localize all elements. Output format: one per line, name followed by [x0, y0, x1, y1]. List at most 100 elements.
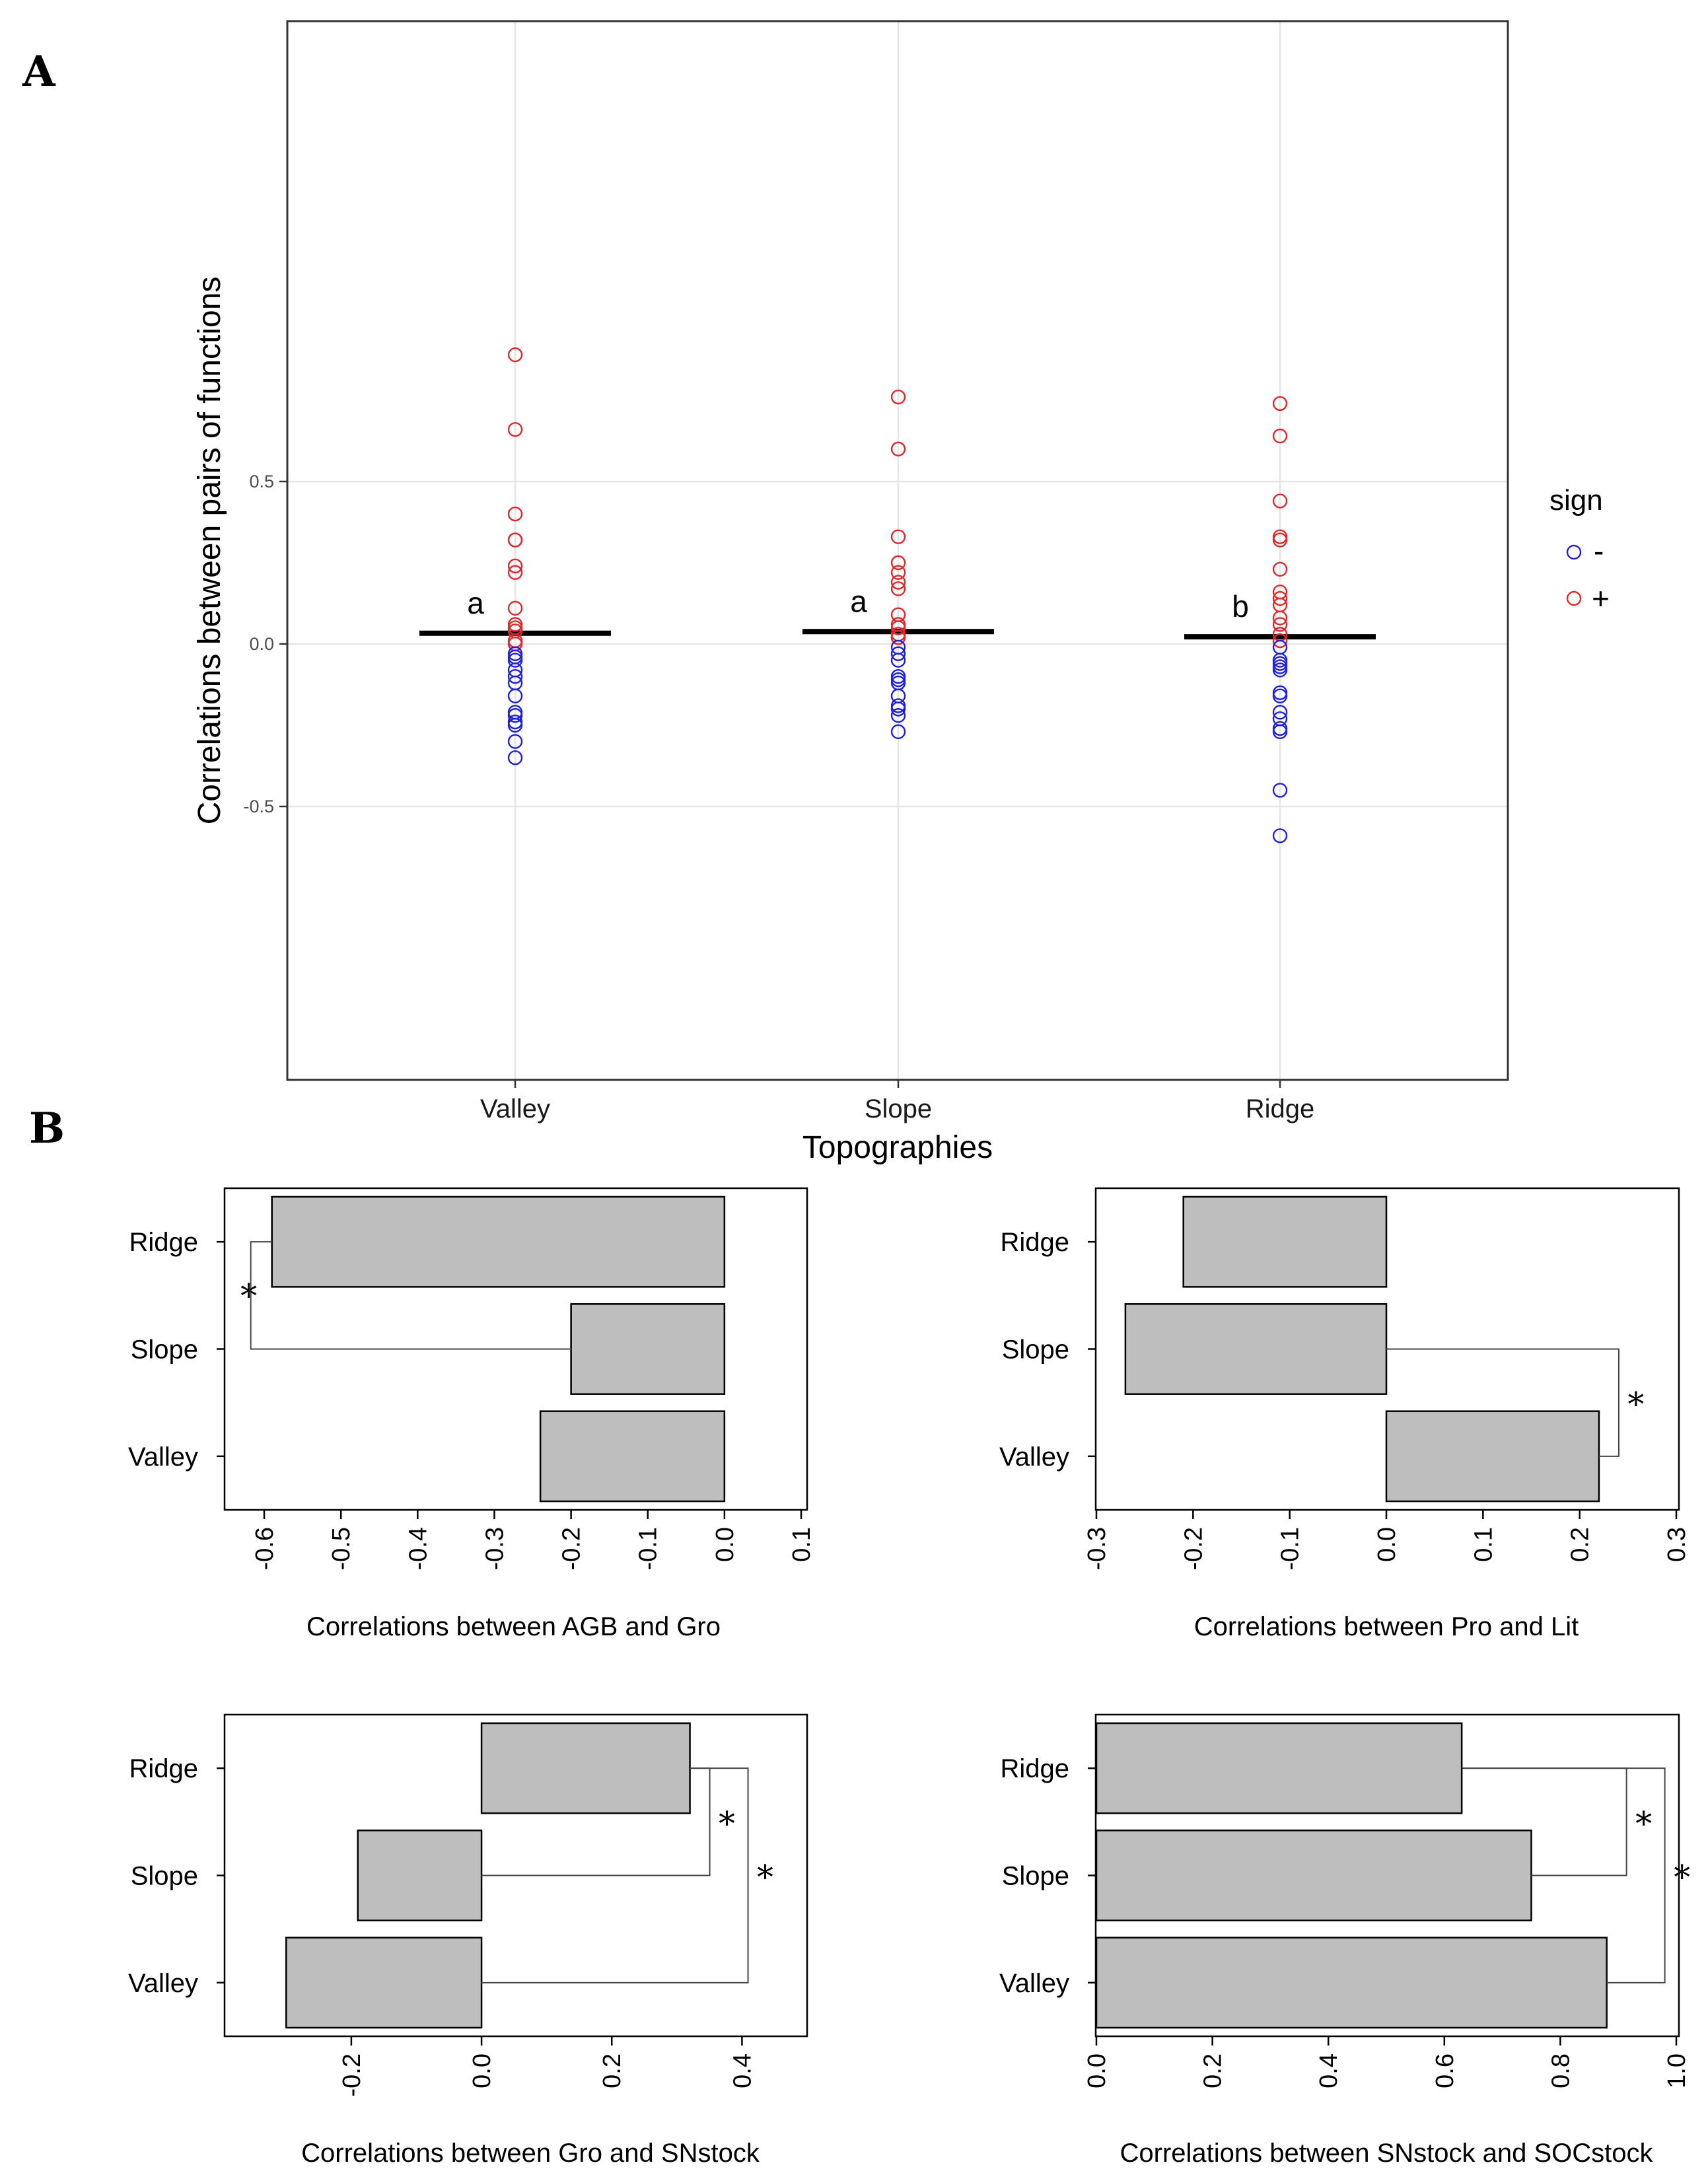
data-point	[507, 717, 523, 733]
data-point	[1272, 610, 1288, 625]
x-tick-label: -0.6	[251, 1527, 279, 1570]
data-point	[890, 581, 906, 596]
category-label: Slope	[131, 1336, 198, 1365]
data-point	[1272, 688, 1288, 703]
data-point	[1272, 783, 1288, 798]
panel-a-y-axis-title: Correlations between pairs of functions	[192, 277, 227, 825]
category-label: Slope	[1002, 1862, 1069, 1891]
panel-label-b: B	[29, 1104, 65, 1153]
x-tick-label: 0.2	[1199, 2053, 1227, 2088]
panel-a-points	[507, 347, 1288, 843]
category-label: Valley	[999, 1969, 1069, 1998]
x-tick-label: 0.0	[468, 2053, 496, 2088]
data-point	[1272, 633, 1288, 649]
data-point	[507, 688, 523, 703]
data-point	[507, 422, 523, 437]
bar	[570, 1303, 726, 1395]
data-point	[890, 620, 906, 635]
panel-b-chart-gro-snstock: Correlations between Gro and SNstock Rid…	[128, 1713, 808, 2168]
panel-label-a: A	[22, 47, 56, 96]
data-point	[890, 565, 906, 580]
data-point	[1272, 828, 1288, 843]
x-tick-label: 0.4	[729, 2053, 756, 2088]
category-label: Valley	[128, 1969, 198, 1998]
x-tick-label: 0.2	[1567, 1527, 1594, 1562]
significance-star: *	[1635, 1804, 1652, 1843]
data-point	[507, 653, 523, 668]
panel-a-gridlines	[287, 21, 1508, 1080]
x-tick-label: 0.4	[1315, 2053, 1343, 2088]
data-point	[1272, 561, 1288, 577]
data-point	[1272, 724, 1288, 740]
x-tick-label: -0.4	[404, 1527, 432, 1570]
x-tick-label: 0.6	[1431, 2053, 1459, 2088]
significance-star: *	[240, 1277, 257, 1315]
x-tick-label: 0.8	[1547, 2053, 1575, 2088]
category-label: Valley	[128, 1443, 198, 1472]
chart-b3-x-axis-title: Correlations between Gro and SNstock	[301, 2139, 760, 2168]
panel-a-axes: -0.5 0.0 0.5 Valley Slope Ridge	[243, 472, 1314, 1123]
chart-b1-x-axis-title: Correlations between AGB and Gro	[306, 1612, 721, 1641]
legend-label-positive: +	[1592, 581, 1610, 616]
x-tick-label: -0.1	[635, 1527, 662, 1570]
panel-a-x-tick-label: Valley	[480, 1094, 550, 1123]
data-point	[1272, 590, 1288, 606]
panel-a-x-axis-title: Topographies	[802, 1130, 993, 1165]
x-tick-label: -0.2	[338, 2053, 366, 2096]
panel-a-scatter: a a b -0.5 0.0 0.5 Valley Slope Ridge Topograph…	[192, 20, 1610, 1165]
category-label: Slope	[1002, 1336, 1069, 1365]
data-point	[890, 555, 906, 571]
bar	[285, 1937, 483, 2029]
bar	[1124, 1303, 1388, 1395]
data-point	[1272, 396, 1288, 411]
panel-a-y-tick-label: -0.5	[243, 797, 274, 816]
panel-b-chart-agb-gro: Correlations between AGB and Gro Ridge Sl…	[128, 1187, 816, 1641]
panel-a-x-tick-label: Ridge	[1246, 1094, 1315, 1123]
data-point	[1272, 532, 1288, 548]
x-tick-label: 1.0	[1663, 2053, 1691, 2088]
data-point	[890, 629, 906, 645]
category-label: Slope	[131, 1862, 198, 1891]
data-point	[1272, 617, 1288, 632]
x-tick-label: -0.2	[558, 1527, 586, 1570]
category-label: Ridge	[129, 1228, 198, 1257]
legend-marker-positive	[1566, 590, 1582, 606]
panel-a-y-tick-label: 0.0	[249, 634, 274, 654]
data-point	[890, 701, 906, 717]
bar	[1095, 1722, 1463, 1814]
bar	[480, 1722, 691, 1814]
x-tick-label: 0.2	[598, 2053, 626, 2088]
x-tick-label: -0.1	[1277, 1527, 1304, 1570]
significance-star: *	[1674, 1859, 1690, 1897]
bar	[539, 1410, 726, 1503]
data-point	[507, 507, 523, 522]
significance-star: *	[719, 1804, 735, 1843]
significance-bracket	[250, 1241, 571, 1350]
x-tick-label: -0.3	[481, 1527, 509, 1570]
bar	[1095, 1830, 1532, 1921]
chart-b2-x-axis-title: Correlations between Pro and Lit	[1194, 1612, 1579, 1641]
data-point	[890, 708, 906, 723]
data-point	[1272, 493, 1288, 509]
data-point	[507, 600, 523, 616]
x-tick-label: 0.1	[788, 1527, 816, 1562]
data-point	[507, 750, 523, 766]
significance-star: *	[1627, 1386, 1644, 1424]
data-point	[507, 347, 523, 363]
data-point	[890, 724, 906, 740]
panel-a-y-tick-label: 0.5	[249, 472, 274, 491]
significance-star: *	[757, 1859, 773, 1897]
category-label: Ridge	[1000, 1228, 1069, 1257]
chart-b4-x-axis-title: Correlations between SNstock and SOCstoc…	[1120, 2139, 1653, 2168]
x-tick-label: -0.3	[1083, 1527, 1111, 1570]
bar	[1385, 1410, 1600, 1503]
significance-bracket	[1386, 1348, 1619, 1457]
category-label: Ridge	[1000, 1754, 1069, 1783]
significance-letter: b	[1232, 589, 1249, 623]
panel-a-legend: sign - +	[1549, 484, 1610, 616]
x-tick-label: 0.0	[1083, 2053, 1111, 2088]
data-point	[890, 389, 906, 405]
data-point	[890, 529, 906, 544]
bar	[271, 1195, 726, 1288]
